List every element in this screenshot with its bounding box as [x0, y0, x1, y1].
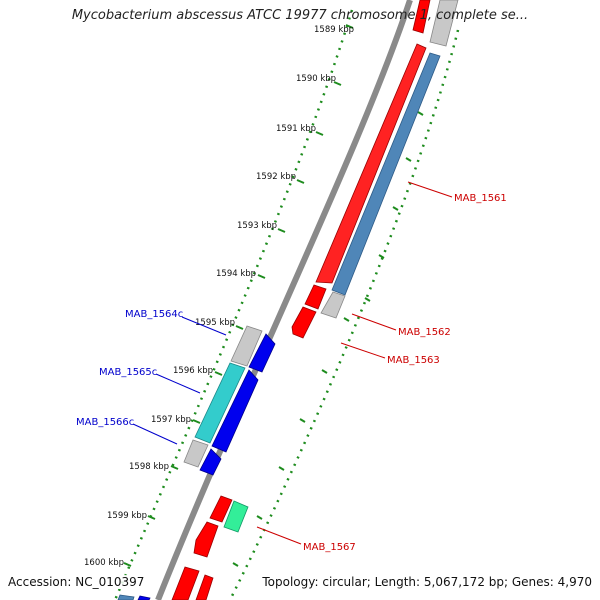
blue-feature-bottom[interactable]	[137, 595, 151, 600]
label-mab-1563[interactable]: MAB_1563	[387, 355, 440, 366]
cds-red-1567b[interactable]	[193, 521, 219, 558]
tick-1593	[277, 228, 286, 233]
genome-backbone	[155, 0, 413, 600]
tick-1600	[123, 562, 132, 567]
kbp-label-1591: 1591 kbp	[276, 124, 316, 134]
label-mab-1565c[interactable]: MAB_1565c	[99, 367, 157, 378]
tick-1595	[235, 325, 244, 330]
topology-summary: Topology: circular; Length: 5,067,172 bp…	[262, 575, 592, 589]
tick-1594	[257, 274, 266, 279]
tick-1599	[147, 515, 156, 520]
kbp-label-1599: 1599 kbp	[107, 511, 147, 521]
tick-1598	[170, 465, 179, 470]
leader-mab-1562	[351, 313, 397, 331]
tick-1596	[214, 371, 223, 376]
leader-mab-1561	[407, 181, 453, 198]
kbp-label-1594: 1594 kbp	[216, 269, 256, 279]
label-mab-1562[interactable]: MAB_1562	[398, 327, 451, 338]
cds-mab-1561[interactable]	[315, 43, 427, 284]
tick-1597	[192, 419, 201, 424]
label-mab-1564c[interactable]: MAB_1564c	[125, 309, 183, 320]
cds-mab-1561-segment-top[interactable]	[412, 0, 431, 34]
kbp-label-1600: 1600 kbp	[84, 558, 124, 568]
reverse-gene-labels: MAB_1564c MAB_1565c MAB_1566c	[76, 309, 227, 445]
cds-red-bottom-2[interactable]	[195, 574, 214, 600]
leader-mab-1567	[256, 526, 302, 545]
label-mab-1561[interactable]: MAB_1561	[454, 193, 507, 204]
kbp-label-1597: 1597 kbp	[151, 415, 191, 425]
reverse-features	[117, 325, 276, 600]
cds-mab-1566c[interactable]	[199, 448, 222, 476]
gray-feature-1564	[230, 325, 263, 367]
kbp-label-1593: 1593 kbp	[237, 221, 277, 231]
cds-mab-1564c[interactable]	[248, 333, 276, 373]
map-title: Mycobacterium abscessus ATCC 19977 chrom…	[71, 8, 529, 23]
kbp-label-1592: 1592 kbp	[256, 172, 296, 182]
tick-1589	[345, 24, 354, 29]
tick-1591	[315, 131, 324, 136]
kbp-label-1596: 1596 kbp	[173, 366, 213, 376]
forward-gene-labels: MAB_1561 MAB_1562 MAB_1563 MAB_1567	[256, 181, 507, 553]
label-mab-1567[interactable]: MAB_1567	[303, 542, 356, 553]
inner-dotted-track	[228, 29, 460, 600]
steelblue-feature-bottom[interactable]	[117, 594, 135, 600]
gray-feature-1562	[320, 291, 346, 319]
steelblue-feature[interactable]	[331, 52, 441, 296]
scale-labels: 1589 kbp 1590 kbp 1591 kbp 1592 kbp 1593…	[84, 24, 354, 568]
cds-mab-1567[interactable]	[223, 500, 249, 533]
leader-mab-1564c	[181, 316, 227, 336]
cds-mab-1563[interactable]	[291, 306, 317, 339]
gray-feature-1566	[183, 439, 209, 468]
cds-cyan-1565[interactable]	[194, 362, 246, 444]
forward-features	[171, 0, 459, 600]
gray-feature-top	[429, 0, 459, 47]
accession-text: Accession: NC_010397	[8, 575, 145, 589]
cds-red-1567a[interactable]	[209, 495, 233, 523]
tick-1590	[333, 81, 342, 86]
kbp-label-1598: 1598 kbp	[129, 462, 169, 472]
cds-mab-1562[interactable]	[304, 284, 327, 310]
leader-mab-1566c	[132, 423, 178, 445]
cds-red-bottom[interactable]	[171, 566, 200, 600]
tick-1592	[296, 179, 305, 184]
kbp-label-1589: 1589 kbp	[314, 25, 354, 35]
cds-mab-1565c[interactable]	[211, 369, 259, 453]
leader-mab-1565c	[155, 373, 201, 394]
kbp-label-1595: 1595 kbp	[195, 318, 235, 328]
label-mab-1566c[interactable]: MAB_1566c	[76, 417, 134, 428]
kbp-label-1590: 1590 kbp	[296, 74, 336, 84]
leader-mab-1563	[340, 342, 386, 359]
